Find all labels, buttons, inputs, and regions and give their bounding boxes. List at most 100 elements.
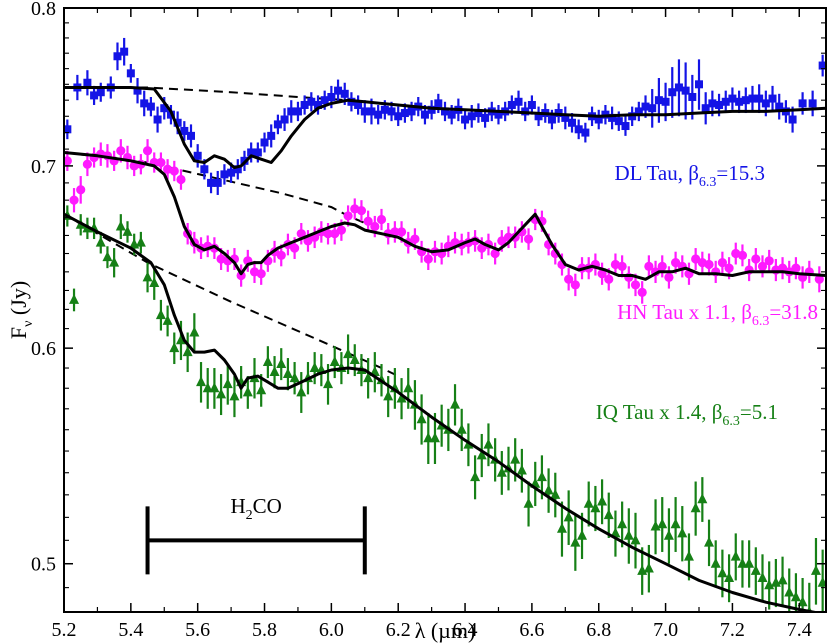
data-point — [269, 366, 280, 377]
data-point — [247, 148, 256, 157]
data-point — [755, 94, 764, 103]
data-point — [581, 128, 590, 137]
data-point — [474, 109, 483, 118]
data-point — [717, 567, 728, 578]
data-point — [730, 550, 741, 561]
data-point — [200, 165, 209, 174]
data-point — [155, 309, 166, 320]
x-tick-label: 7.4 — [787, 619, 812, 641]
data-point — [329, 356, 340, 367]
data-point — [668, 88, 677, 97]
axes-frame — [63, 7, 827, 613]
data-point — [220, 170, 229, 179]
data-point — [570, 536, 581, 547]
data-point — [209, 382, 220, 393]
data-point — [654, 96, 663, 105]
data-point — [360, 107, 369, 116]
axis-labels: H2CO 5.2 5.4 5.6 5.8 6.0 6.2 6.4 6.6 6.8 7.0 7.2 7.4… — [6, 0, 818, 643]
data-point — [140, 99, 149, 108]
data-point — [583, 497, 594, 508]
data-point — [113, 52, 122, 61]
data-point — [69, 195, 79, 205]
data-point — [273, 120, 282, 129]
data-point — [577, 529, 588, 540]
data-point — [102, 251, 113, 262]
data-point — [597, 495, 608, 506]
data-point — [280, 115, 289, 124]
data-point — [289, 372, 300, 383]
data-point — [621, 122, 630, 131]
data-point — [176, 174, 186, 185]
data-point — [363, 372, 374, 383]
data-point — [724, 263, 734, 273]
data-point — [222, 378, 233, 389]
data-point — [708, 99, 717, 108]
x-tick-label: 5.4 — [118, 619, 143, 641]
series-label-iq: IQ Tau x 1.4, β6.3=5.1 — [596, 400, 778, 429]
data-point — [637, 287, 647, 297]
data-point — [253, 148, 262, 157]
data-point — [96, 88, 105, 97]
model-curve-dl — [64, 86, 826, 170]
data-point — [300, 100, 309, 109]
data-point — [450, 398, 461, 409]
data-point — [688, 92, 697, 101]
y-axis-title: Fν (Jy) — [6, 281, 36, 339]
data-point — [547, 115, 556, 124]
data-point — [276, 250, 286, 260]
data-point — [173, 118, 182, 127]
data-point — [276, 358, 287, 369]
data-point — [737, 250, 748, 260]
data-point — [594, 115, 603, 124]
model-curve-hn — [64, 151, 826, 281]
data-point — [146, 102, 155, 111]
data-point — [95, 236, 106, 247]
data-point — [657, 518, 668, 529]
data-point — [697, 493, 708, 504]
data-point — [109, 256, 120, 267]
data-point — [407, 107, 416, 116]
data-point — [323, 229, 333, 239]
data-point — [664, 272, 674, 283]
h2co-label: H2CO — [230, 494, 281, 523]
data-point — [748, 94, 757, 103]
data-point — [343, 348, 354, 359]
x-tick-label: 7.0 — [653, 619, 678, 641]
data-point — [574, 125, 583, 134]
data-point — [570, 280, 580, 290]
data-point — [354, 100, 363, 109]
data-point — [516, 464, 527, 475]
data-point — [744, 557, 755, 568]
data-point — [207, 178, 216, 187]
data-point — [648, 104, 657, 113]
data-point — [394, 112, 403, 121]
data-point — [481, 113, 490, 122]
data-point — [737, 557, 748, 568]
data-point — [327, 92, 336, 101]
data-point — [296, 229, 306, 239]
data-point — [690, 502, 701, 513]
data-point — [175, 334, 186, 345]
data-point — [434, 99, 443, 108]
data-point — [456, 423, 467, 434]
data-point — [628, 112, 637, 121]
data-point — [677, 527, 688, 538]
data-point — [603, 509, 614, 520]
data-point — [523, 234, 534, 244]
data-point — [735, 97, 744, 106]
x-tick-label: 5.2 — [52, 619, 77, 641]
data-point — [661, 97, 670, 106]
data-point — [461, 115, 470, 124]
data-point — [156, 157, 166, 168]
data-point — [556, 522, 567, 533]
axis-ticks — [63, 7, 826, 612]
data-point — [670, 518, 681, 529]
data-point — [336, 225, 346, 235]
data-point — [83, 78, 92, 87]
data-point — [256, 269, 266, 279]
data-point — [683, 550, 694, 561]
data-point — [717, 258, 727, 268]
data-point — [256, 384, 267, 395]
data-point — [721, 97, 730, 106]
data-point — [608, 113, 617, 122]
